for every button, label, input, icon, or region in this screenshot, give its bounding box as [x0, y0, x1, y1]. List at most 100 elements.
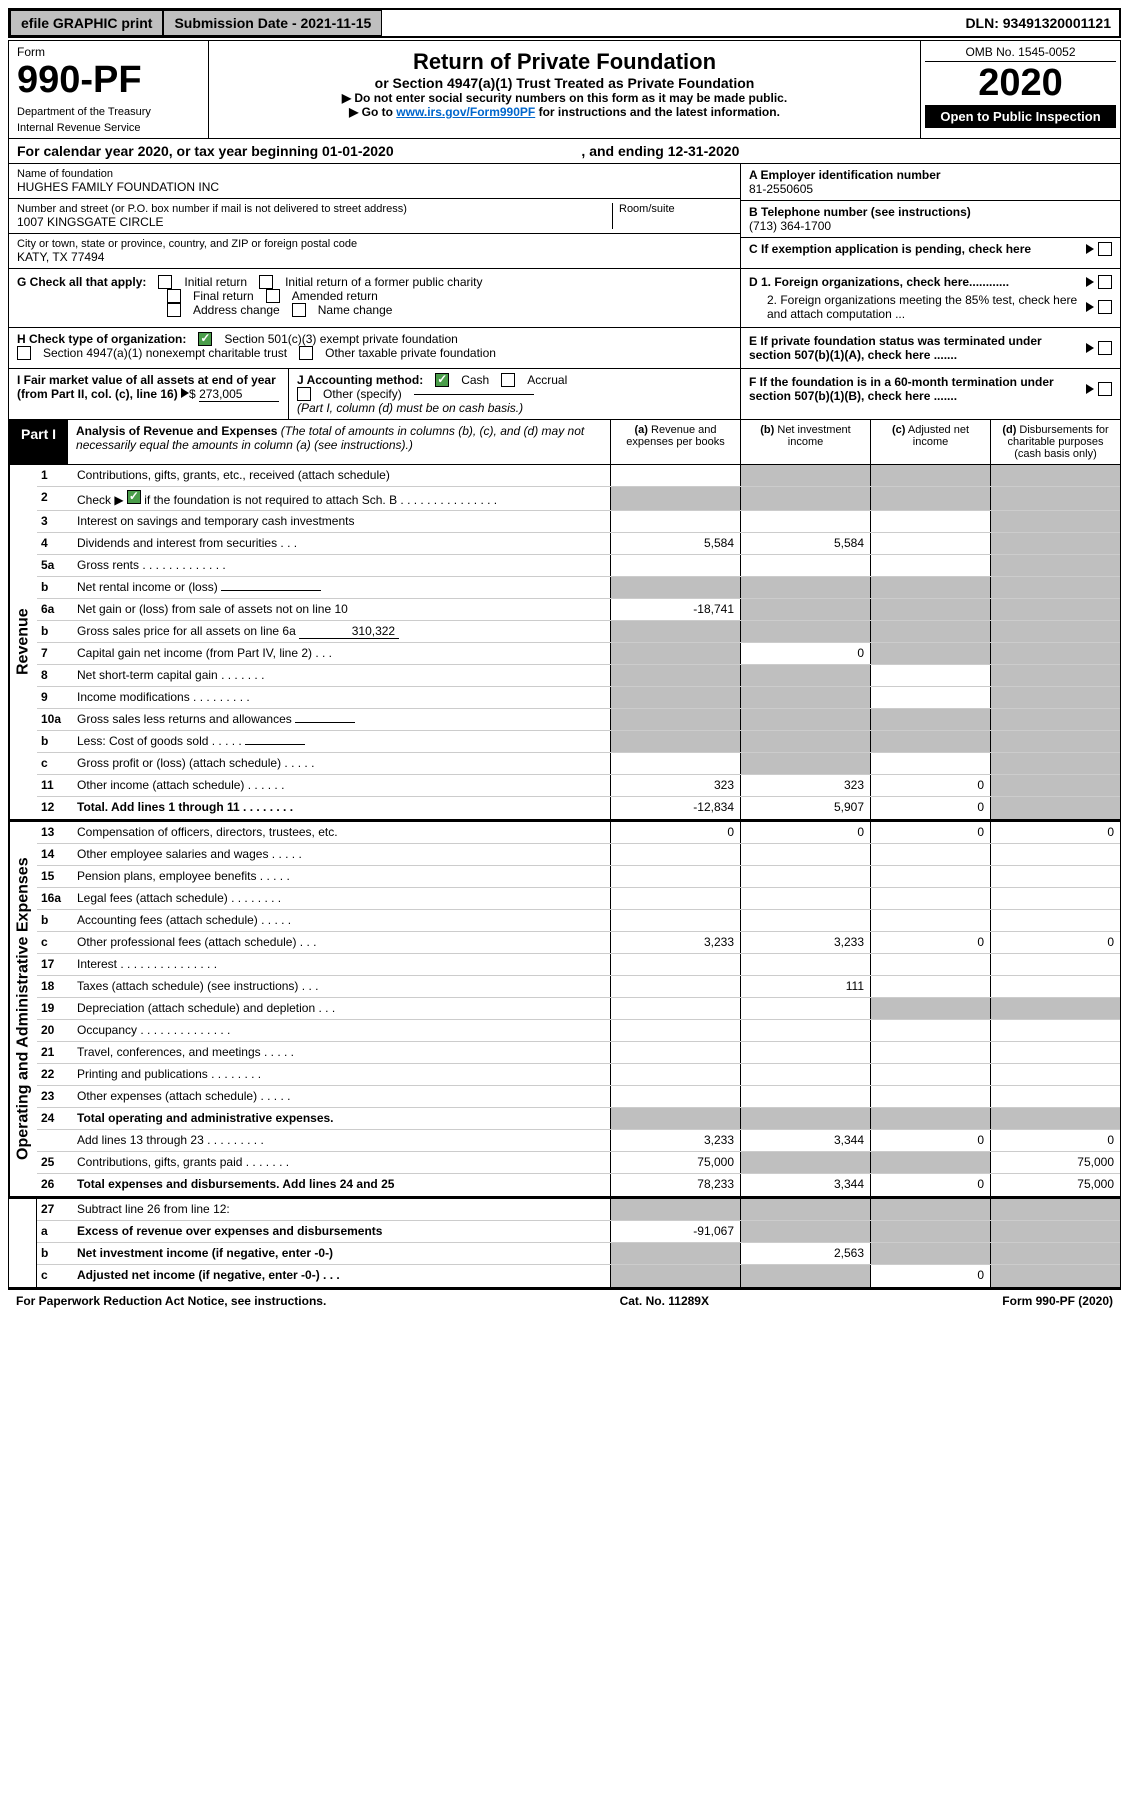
- footer-center: Cat. No. 11289X: [620, 1294, 709, 1308]
- checkbox-final-return[interactable]: [167, 289, 181, 303]
- checkbox-c[interactable]: [1098, 242, 1112, 256]
- col-c-header: (c) Adjusted net income: [870, 420, 990, 464]
- g-opt-4: Address change: [193, 303, 280, 317]
- form-header: Form 990-PF Department of the Treasury I…: [8, 40, 1121, 139]
- line-16c: Other professional fees (attach schedule…: [73, 932, 610, 953]
- l18-b: 111: [740, 976, 870, 997]
- arrow-icon: [1086, 343, 1094, 353]
- line-2: Check ▶ if the foundation is not require…: [73, 487, 610, 510]
- line-24b: Add lines 13 through 23 . . . . . . . . …: [73, 1130, 610, 1151]
- checkbox-other-method[interactable]: [297, 387, 311, 401]
- line-16a: Legal fees (attach schedule) . . . . . .…: [73, 888, 610, 909]
- line27-section: 27Subtract line 26 from line 12: aExcess…: [8, 1197, 1121, 1288]
- dept-irs: Internal Revenue Service: [17, 122, 200, 134]
- checkbox-e[interactable]: [1098, 341, 1112, 355]
- line-5b: Net rental income or (loss): [73, 577, 610, 598]
- l27c-c: 0: [870, 1265, 990, 1287]
- open-public-badge: Open to Public Inspection: [925, 105, 1116, 128]
- f-label: F If the foundation is in a 60-month ter…: [749, 375, 1082, 403]
- instruction-link-row: ▶ Go to www.irs.gov/Form990PF for instru…: [217, 105, 912, 119]
- checkbox-d2[interactable]: [1098, 300, 1112, 314]
- l13-c: 0: [870, 822, 990, 843]
- foundation-name: HUGHES FAMILY FOUNDATION INC: [17, 180, 732, 194]
- col-b-header: (b) Net investment income: [740, 420, 870, 464]
- line-12: Total. Add lines 1 through 11 . . . . . …: [73, 797, 610, 819]
- name-label: Name of foundation: [17, 168, 732, 180]
- address: 1007 KINGSGATE CIRCLE: [17, 215, 612, 229]
- arrow-icon: [181, 388, 189, 398]
- city-label: City or town, state or province, country…: [17, 238, 732, 250]
- footer-left: For Paperwork Reduction Act Notice, see …: [16, 1294, 326, 1308]
- efile-button[interactable]: efile GRAPHIC print: [10, 10, 163, 36]
- checkbox-initial-former[interactable]: [259, 275, 273, 289]
- l13-d: 0: [990, 822, 1120, 843]
- line-1: Contributions, gifts, grants, etc., rece…: [73, 465, 610, 486]
- phone-value: (713) 364-1700: [749, 219, 1112, 233]
- form-number: 990-PF: [17, 59, 200, 102]
- d1-label: D 1. Foreign organizations, check here..…: [749, 275, 1082, 289]
- checkbox-amended[interactable]: [266, 289, 280, 303]
- line-21: Travel, conferences, and meetings . . . …: [73, 1042, 610, 1063]
- revenue-label: Revenue: [9, 465, 37, 819]
- part1-header: Part I Analysis of Revenue and Expenses …: [8, 420, 1121, 465]
- checkbox-d1[interactable]: [1098, 275, 1112, 289]
- footer-right: Form 990-PF (2020): [1002, 1294, 1113, 1308]
- l25-d: 75,000: [990, 1152, 1120, 1173]
- line-15: Pension plans, employee benefits . . . .…: [73, 866, 610, 887]
- revenue-section: Revenue 1Contributions, gifts, grants, e…: [8, 465, 1121, 820]
- line-27c: Adjusted net income (if negative, enter …: [73, 1265, 610, 1287]
- l11-b: 323: [740, 775, 870, 796]
- e-label: E If private foundation status was termi…: [749, 334, 1082, 362]
- submission-date: Submission Date - 2021-11-15: [163, 10, 382, 36]
- l4-a: 5,584: [610, 533, 740, 554]
- col-a-header: (a) (a) Revenue and expenses per booksRe…: [610, 420, 740, 464]
- checkbox-f[interactable]: [1098, 382, 1112, 396]
- topbar: efile GRAPHIC print Submission Date - 20…: [8, 8, 1121, 38]
- d2-label: 2. Foreign organizations meeting the 85%…: [749, 293, 1082, 321]
- j-accrual: Accrual: [527, 373, 567, 387]
- line-16b: Accounting fees (attach schedule) . . . …: [73, 910, 610, 931]
- l13-b: 0: [740, 822, 870, 843]
- line-24: Total operating and administrative expen…: [73, 1108, 610, 1129]
- l11-a: 323: [610, 775, 740, 796]
- line-20: Occupancy . . . . . . . . . . . . . .: [73, 1020, 610, 1041]
- line-27a: Excess of revenue over expenses and disb…: [73, 1221, 610, 1242]
- line-18: Taxes (attach schedule) (see instruction…: [73, 976, 610, 997]
- section-h-row: H Check type of organization: Section 50…: [8, 328, 1121, 369]
- col-d-header: (d) Disbursements for charitable purpose…: [990, 420, 1120, 464]
- checkbox-name-change[interactable]: [292, 303, 306, 317]
- checkbox-accrual[interactable]: [501, 373, 515, 387]
- j-other: Other (specify): [323, 387, 402, 401]
- checkbox-schb[interactable]: [127, 490, 141, 504]
- checkbox-address-change[interactable]: [167, 303, 181, 317]
- l27a-a: -91,067: [610, 1221, 740, 1242]
- calendar-year-row: For calendar year 2020, or tax year begi…: [8, 139, 1121, 164]
- l16c-d: 0: [990, 932, 1120, 953]
- dln: DLN: 93491320001121: [957, 11, 1119, 35]
- line-9: Income modifications . . . . . . . . .: [73, 687, 610, 708]
- identity-block: Name of foundation HUGHES FAMILY FOUNDAT…: [8, 164, 1121, 269]
- line-3: Interest on savings and temporary cash i…: [73, 511, 610, 532]
- j-label: J Accounting method:: [297, 373, 423, 387]
- l12-b: 5,907: [740, 797, 870, 819]
- g-opt-1: Initial return of a former public charit…: [285, 275, 482, 289]
- ijf-row: I Fair market value of all assets at end…: [8, 369, 1121, 420]
- checkbox-other-taxable[interactable]: [299, 346, 313, 360]
- checkbox-initial-return[interactable]: [158, 275, 172, 289]
- checkbox-cash[interactable]: [435, 373, 449, 387]
- l16c-c: 0: [870, 932, 990, 953]
- line-6a: Net gain or (loss) from sale of assets n…: [73, 599, 610, 620]
- l12-a: -12,834: [610, 797, 740, 819]
- part1-label: Part I: [9, 420, 68, 464]
- l25-a: 75,000: [610, 1152, 740, 1173]
- line-14: Other employee salaries and wages . . . …: [73, 844, 610, 865]
- h-label: H Check type of organization:: [17, 332, 186, 346]
- l24-c: 0: [870, 1130, 990, 1151]
- part1-title: Analysis of Revenue and Expenses: [76, 424, 277, 438]
- l6a-a: -18,741: [610, 599, 740, 620]
- checkbox-4947[interactable]: [17, 346, 31, 360]
- l24-d: 0: [990, 1130, 1120, 1151]
- city-value: KATY, TX 77494: [17, 250, 732, 264]
- checkbox-501c3[interactable]: [198, 332, 212, 346]
- irs-link[interactable]: www.irs.gov/Form990PF: [396, 105, 535, 119]
